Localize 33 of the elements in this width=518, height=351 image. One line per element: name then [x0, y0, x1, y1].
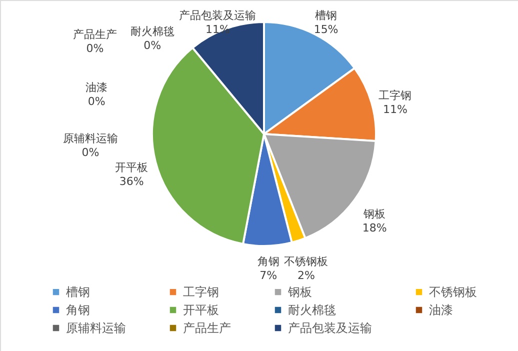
- slice-label: 开平板: [115, 160, 148, 174]
- legend-label: 角钢: [66, 303, 90, 317]
- data-label: 7%: [260, 269, 278, 282]
- slice-label: 角钢: [257, 255, 280, 268]
- legend-label: 产品包装及运输: [288, 321, 372, 335]
- text: 0%: [88, 94, 106, 108]
- data-label: 36%: [119, 174, 144, 188]
- legend-label: 不锈钢板: [429, 285, 477, 300]
- data-label: 18%: [362, 221, 387, 234]
- legend-label: 槽钢: [66, 285, 90, 300]
- legend-label: 油漆: [429, 303, 453, 317]
- legend-label: 产品生产: [183, 321, 231, 335]
- text: 0%: [144, 39, 162, 52]
- legend-label: 开平板: [183, 303, 219, 317]
- data-label: 15%: [314, 23, 338, 36]
- category-label: 产品生产: [72, 28, 117, 41]
- category-label: 耐火棉毯: [130, 25, 174, 38]
- slice-label: 不锈钢板: [284, 255, 328, 268]
- slice-label: 产品包装及运输: [179, 9, 256, 22]
- legend-label: 耐火棉毯: [288, 303, 336, 317]
- data-label: 2%: [298, 269, 315, 282]
- slice-label: 工字钢: [378, 88, 412, 102]
- text: 0%: [82, 146, 100, 159]
- data-label: 11%: [205, 23, 230, 36]
- legend-label: 原辅料运输: [66, 321, 126, 335]
- category-label: 原辅料运输: [62, 132, 118, 145]
- slice-label: 钢板: [362, 207, 386, 220]
- category-label: 油漆: [86, 80, 108, 94]
- slice-label: 槽钢: [315, 9, 338, 22]
- legend-label: 工字钢: [183, 285, 219, 300]
- data-label: 11%: [382, 102, 408, 116]
- text: 0%: [86, 42, 104, 55]
- legend-label: 钢板: [287, 285, 312, 300]
